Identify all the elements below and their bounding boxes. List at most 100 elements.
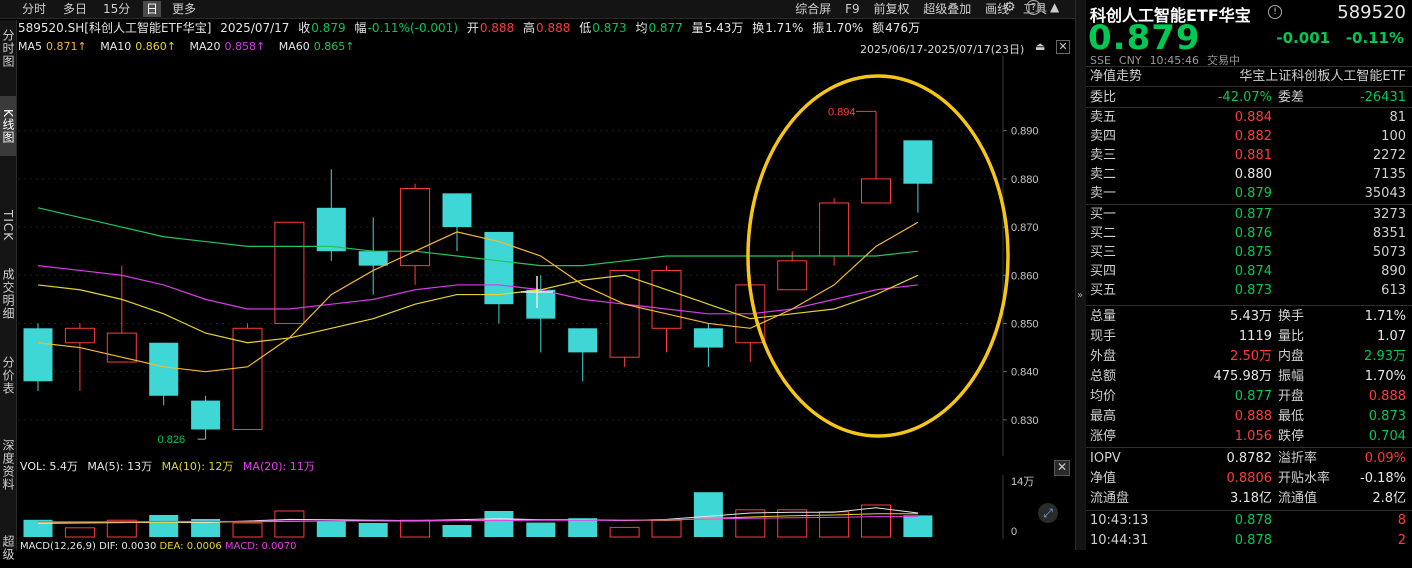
ask-level-label: 卖二: [1090, 167, 1117, 182]
volume-bar[interactable]: [484, 511, 514, 537]
nav-fund-name: 华宝上证科创板人工智能ETF: [1239, 69, 1406, 84]
nav-trend-row[interactable]: 净值走势 华宝上证科创板人工智能ETF: [1086, 67, 1412, 86]
volume-bar[interactable]: [526, 522, 556, 537]
candle[interactable]: [149, 342, 179, 406]
volume-bar[interactable]: [819, 511, 850, 538]
volume-chart[interactable]: 14万 0: [18, 475, 1075, 539]
volume-bar[interactable]: [106, 519, 137, 538]
close-label: 收: [298, 21, 311, 35]
vtab-trade-detail[interactable]: 成交明细: [1, 268, 15, 320]
volume-bar[interactable]: [861, 504, 891, 538]
candle[interactable]: [609, 269, 640, 367]
volume-bar[interactable]: [903, 515, 933, 537]
y-tick-label: 0.860: [1011, 270, 1039, 282]
bid-level[interactable]: 买三 0.875 5073: [1086, 243, 1412, 262]
bid-level[interactable]: 买四 0.874 890: [1086, 262, 1412, 281]
volume-bar[interactable]: [232, 522, 263, 538]
candle[interactable]: [568, 328, 598, 382]
tab-timeshare[interactable]: 分时: [22, 2, 47, 16]
volume-bar[interactable]: [442, 525, 472, 537]
stat-value: 475.98万: [1213, 369, 1273, 384]
bid-level[interactable]: 买一 0.877 3273: [1086, 205, 1412, 224]
candle[interactable]: [400, 183, 431, 285]
close-volume-icon[interactable]: ✕: [1054, 460, 1070, 476]
high-marker-label: 0.894: [828, 106, 856, 118]
last-price: 0.879: [1088, 18, 1201, 58]
vtab-timeshare[interactable]: 分时图: [1, 28, 15, 68]
candle[interactable]: [861, 111, 891, 204]
volume-bar[interactable]: [64, 527, 95, 538]
volume-bar[interactable]: [609, 526, 640, 538]
ask-level[interactable]: 卖三 0.881 2272: [1086, 146, 1412, 165]
candle[interactable]: [106, 265, 137, 363]
ask-level[interactable]: 卖五 0.884 81: [1086, 108, 1412, 127]
help-icon[interactable]: ?: [1026, 0, 1041, 15]
candle[interactable]: [693, 323, 723, 367]
fund-title: 科创人工智能ETF华宝: [1090, 6, 1251, 25]
volume-bar[interactable]: [149, 515, 179, 537]
candle[interactable]: [484, 231, 514, 324]
candle[interactable]: [358, 217, 388, 295]
trade-status: 交易中: [1206, 54, 1240, 67]
volume-bar[interactable]: [735, 509, 766, 538]
close-overlay-icon[interactable]: ✕: [1056, 40, 1070, 54]
ask-level[interactable]: 卖一 0.879 35043: [1086, 184, 1412, 203]
volume-bar[interactable]: [358, 523, 388, 537]
stat-value: 0.704: [1368, 429, 1406, 444]
volume-bar[interactable]: [400, 519, 431, 538]
candle[interactable]: [903, 140, 933, 213]
bid-level[interactable]: 买二 0.876 8351: [1086, 224, 1412, 243]
volume-bar[interactable]: [23, 519, 53, 537]
settings-gear-icon[interactable]: ⚙: [1004, 0, 1016, 15]
eject-icon[interactable]: ⏏: [1035, 40, 1046, 53]
amplitude-value: 1.70%: [825, 21, 864, 35]
stat-value: 2.93万: [1364, 349, 1406, 364]
volume-bar[interactable]: [568, 518, 598, 537]
vtab-super[interactable]: 超级: [1, 535, 15, 561]
quote-panel: 科创人工智能ETF华宝 ! 589520 0.879 -0.001 -0.11%…: [1086, 0, 1412, 550]
candle[interactable]: [191, 395, 221, 440]
candle[interactable]: [23, 323, 53, 391]
info-icon[interactable]: !: [1268, 5, 1282, 19]
tab-daily[interactable]: 日: [143, 1, 162, 17]
vtab-tick[interactable]: TICK: [1, 210, 15, 242]
super-overlay-button[interactable]: 超级叠加: [923, 2, 972, 16]
tab-more[interactable]: 更多: [172, 2, 197, 16]
vtab-depth-info[interactable]: 深度资料: [1, 439, 15, 491]
kline-chart[interactable]: 0.890 0.880 0.870 0.860 0.850 0.840 0.830 0.894…: [18, 56, 1075, 456]
vol-tick-label: 14万: [1011, 476, 1034, 488]
volume-bar[interactable]: [777, 509, 808, 538]
candle[interactable]: [526, 275, 556, 353]
f9-button[interactable]: F9: [845, 2, 860, 16]
draw-line-button[interactable]: 画线: [985, 2, 1010, 16]
nav-trend-label[interactable]: 净值走势: [1090, 69, 1143, 84]
vtab-price-table[interactable]: 分价表: [1, 355, 15, 395]
collapse-panel-icon[interactable]: »: [1077, 290, 1084, 301]
bid-level[interactable]: 买五 0.873 613: [1086, 281, 1412, 300]
expand-icon[interactable]: ⤢: [1038, 503, 1058, 523]
stat-row: 外盘 2.50万 内盘 2.93万: [1086, 347, 1412, 366]
ask-level-label: 卖四: [1090, 129, 1117, 144]
tab-multiday[interactable]: 多日: [63, 2, 88, 16]
forward-adjust-button[interactable]: 前复权: [873, 2, 910, 16]
composite-screen-button[interactable]: 综合屏: [795, 2, 832, 16]
candle[interactable]: [777, 251, 808, 291]
volume-bar[interactable]: [651, 519, 682, 538]
candle[interactable]: [64, 323, 95, 391]
candle[interactable]: [316, 169, 346, 261]
candle-body-down: [442, 193, 472, 228]
candle[interactable]: [232, 323, 263, 430]
ma10-label: MA10: [100, 40, 132, 53]
candle[interactable]: [442, 193, 472, 252]
volume-bar[interactable]: [316, 521, 346, 537]
volume-bar[interactable]: [191, 519, 221, 537]
volume-bar[interactable]: [274, 510, 305, 538]
vtab-kline[interactable]: K线图: [0, 96, 16, 156]
ask-level[interactable]: 卖二 0.880 7135: [1086, 165, 1412, 184]
tab-15min[interactable]: 15分: [103, 2, 131, 16]
candle[interactable]: [274, 221, 305, 324]
fund-code: 589520: [1337, 2, 1406, 23]
notification-bell-icon[interactable]: ▲: [1050, 0, 1060, 14]
volume-bar[interactable]: [693, 492, 723, 537]
ask-level[interactable]: 卖四 0.882 100: [1086, 127, 1412, 146]
